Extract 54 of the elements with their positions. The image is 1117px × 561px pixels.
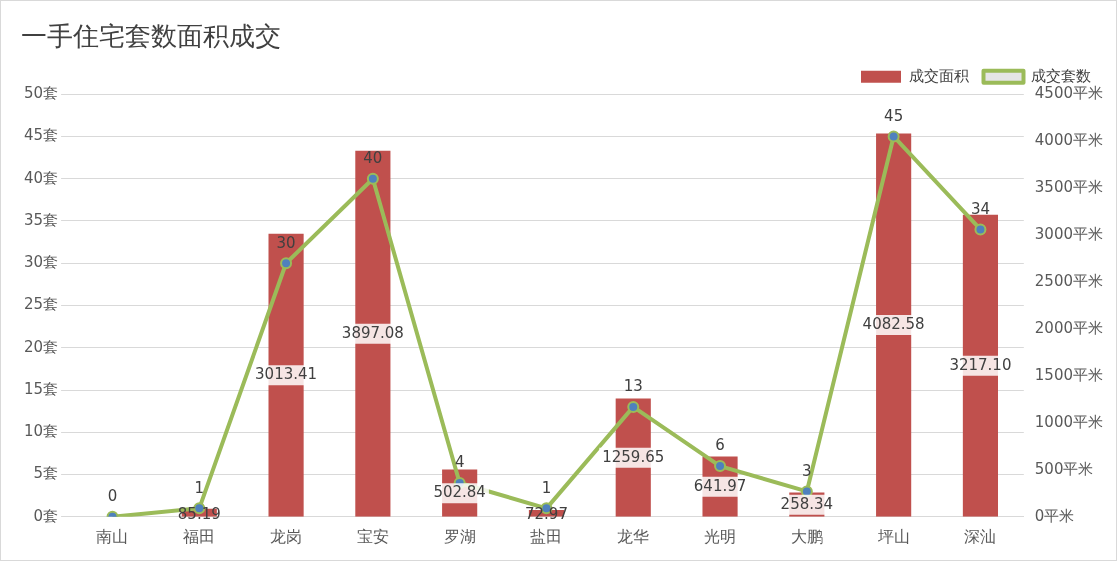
x-tick-label: 宝安 [356,526,389,546]
y-tick-label: 5套 [33,464,59,483]
y-tick-label: 25套 [23,295,59,314]
x-tick-label: 坪山 [876,526,910,546]
data-label: 0 [107,487,118,506]
x-tick-label: 罗湖 [443,526,476,546]
y2-tick-label: 4000平米 [1034,131,1104,150]
data-label: 34 [970,199,990,218]
y2-tick-label: 2500平米 [1034,271,1104,290]
data-label: 3013.41 [255,365,318,384]
y-tick-label: 30套 [23,253,59,272]
y-tick-label: 40套 [23,168,59,187]
y-tick-label: 10套 [23,422,59,441]
legend-label: 成交套数 [1031,66,1091,85]
data-label: 641.97 [693,476,747,495]
data-label: 4 [454,453,465,472]
y-tick-label: 0套 [33,506,59,525]
legend-label: 成交面积 [908,66,969,85]
data-label: 45 [884,106,904,125]
x-tick-label: 龙华 [617,526,650,546]
data-label: 1 [541,478,552,497]
x-tick-label: 南山 [96,526,129,546]
y2-tick-label: 0平米 [1034,506,1075,525]
data-label: 6 [715,436,725,455]
y2-tick-label: 500平米 [1034,459,1094,478]
y-tick-label: 20套 [23,337,59,356]
y2-tick-label: 4500平米 [1034,84,1104,103]
data-label: 4082.58 [862,314,925,333]
data-label: 40 [363,149,383,168]
x-tick-label: 光明 [704,526,737,546]
chart-title: 一手住宅套数面积成交 [21,21,281,52]
x-tick-label: 龙岗 [270,526,303,546]
data-label: 1259.65 [602,447,665,466]
data-label: 30 [276,233,296,252]
x-tick-label: 福田 [183,526,216,546]
x-tick-label: 大鹏 [790,526,823,546]
data-label: 3217.10 [949,355,1012,374]
y2-tick-label: 3500平米 [1034,178,1104,196]
y2-tick-label: 1000平米 [1034,412,1104,431]
x-tick-label: 深汕 [964,526,997,546]
y-tick-label: 45套 [23,126,59,145]
y2-tick-label: 1500平米 [1034,365,1104,384]
data-label: 3897.08 [341,323,404,342]
y2-tick-label: 2000平米 [1034,318,1104,337]
data-label: 3 [802,461,812,480]
y2-tick-label: 3000平米 [1034,224,1104,243]
data-label: 502.84 [433,483,486,502]
data-label: 258.34 [780,494,834,513]
y-tick-label: 35套 [23,210,59,229]
data-label: 1 [194,478,205,497]
x-tick-label: 盐田 [530,526,563,546]
y-tick-label: 15套 [23,379,59,398]
y-tick-label: 50套 [23,84,59,103]
data-label: 13 [623,377,643,396]
